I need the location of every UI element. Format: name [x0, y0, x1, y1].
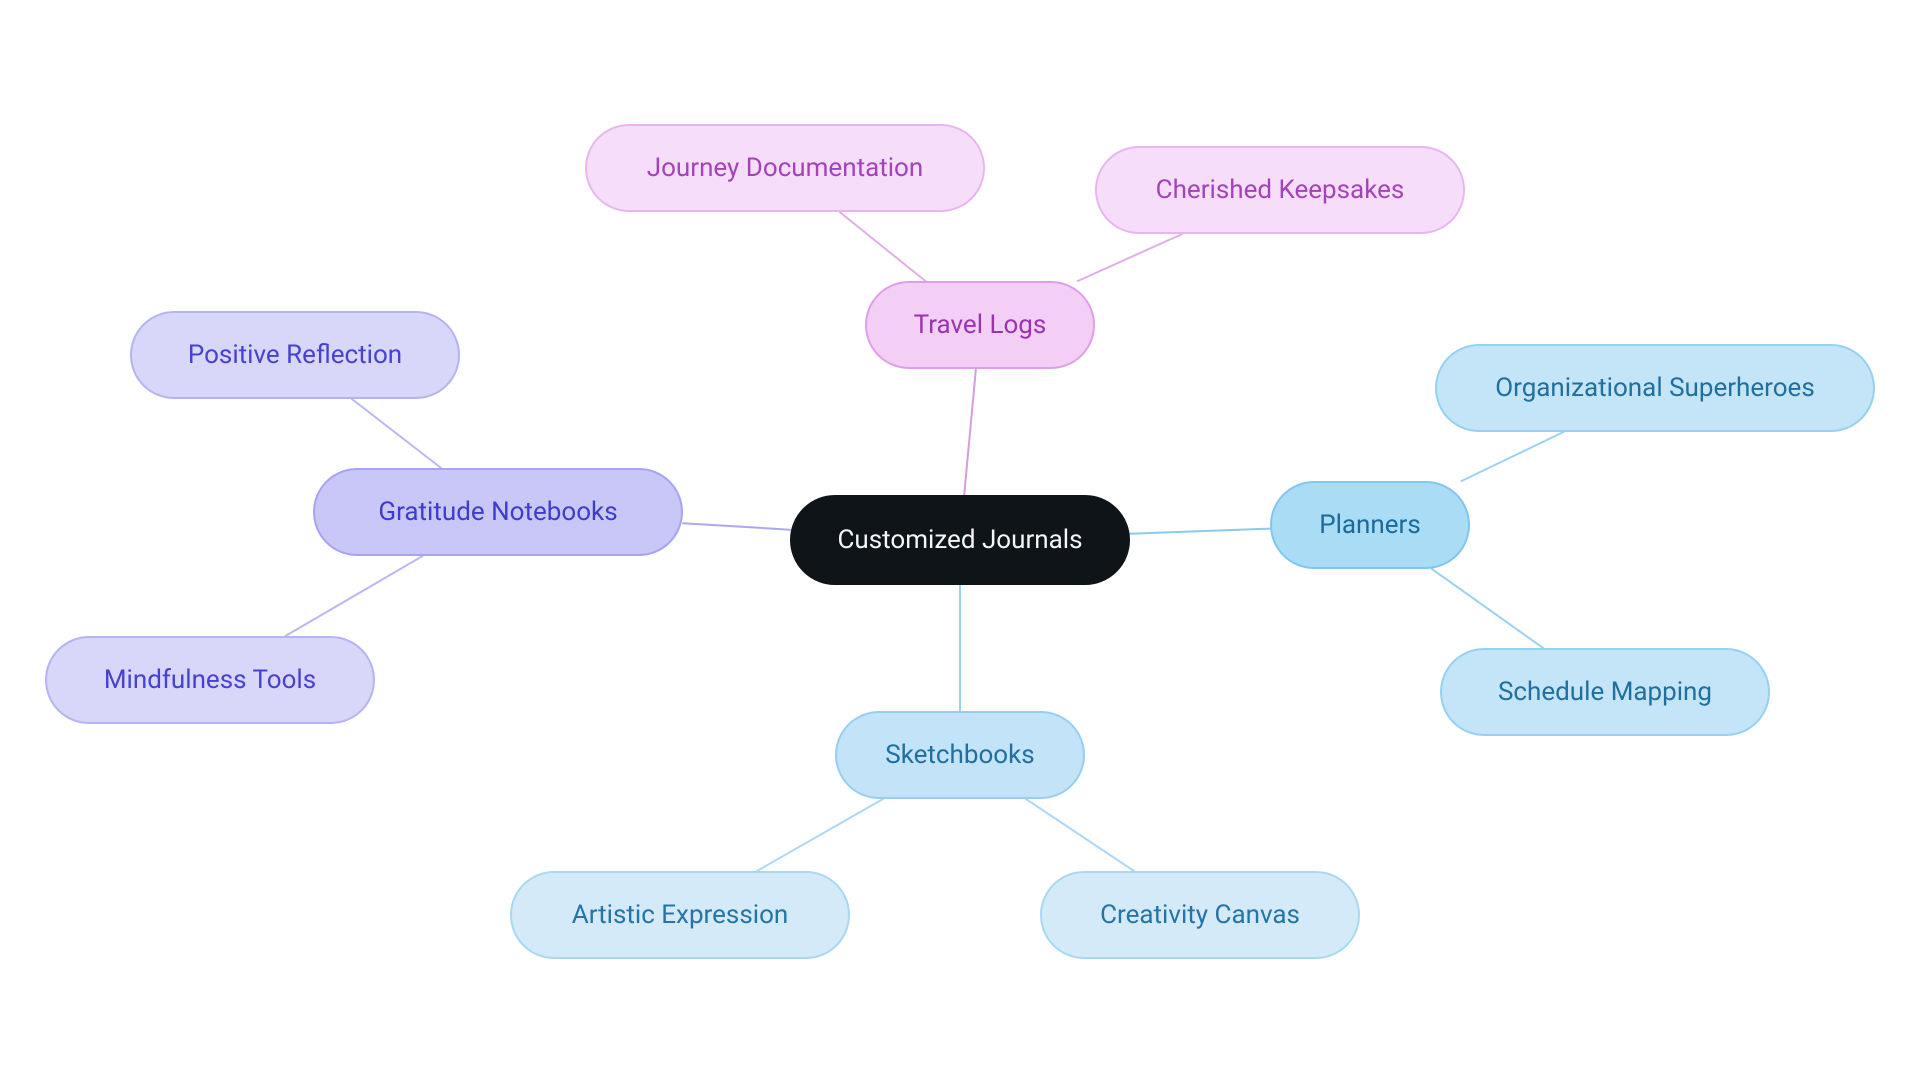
node-label: Positive Reflection [188, 340, 402, 370]
node-org: Organizational Superheroes [1435, 344, 1875, 432]
node-sketch: Sketchbooks [835, 711, 1085, 799]
node-label: Sketchbooks [885, 740, 1034, 770]
node-grat: Gratitude Notebooks [313, 468, 683, 556]
node-creat: Creativity Canvas [1040, 871, 1360, 959]
edge-sketch-art [757, 799, 883, 871]
node-label: Planners [1319, 510, 1421, 540]
node-label: Mindfulness Tools [104, 665, 316, 695]
edge-root-travel [964, 369, 976, 495]
mindmap-canvas: Customized Journals Travel Logs Journey Do… [0, 0, 1920, 1083]
node-label: Travel Logs [914, 310, 1047, 340]
node-label: Artistic Expression [572, 900, 789, 930]
node-keeps: Cherished Keepsakes [1095, 146, 1465, 234]
edge-root-plan [1130, 529, 1270, 534]
edge-grat-mind [285, 556, 422, 636]
node-plan: Planners [1270, 481, 1470, 569]
node-art: Artistic Expression [510, 871, 850, 959]
node-label: Customized Journals [837, 525, 1082, 555]
edge-root-grat [683, 523, 790, 529]
edge-sketch-creat [1026, 799, 1134, 871]
node-sched: Schedule Mapping [1440, 648, 1770, 736]
node-label: Schedule Mapping [1498, 677, 1712, 707]
node-journey: Journey Documentation [585, 124, 985, 212]
node-mind: Mindfulness Tools [45, 636, 375, 724]
node-pos: Positive Reflection [130, 311, 460, 399]
edge-travel-keeps [1078, 234, 1182, 281]
node-label: Cherished Keepsakes [1156, 175, 1405, 205]
node-label: Journey Documentation [647, 153, 924, 183]
node-label: Creativity Canvas [1100, 900, 1300, 930]
node-travel: Travel Logs [865, 281, 1095, 369]
node-label: Gratitude Notebooks [378, 497, 617, 527]
node-label: Organizational Superheroes [1495, 373, 1815, 403]
edge-travel-journey [840, 212, 926, 281]
edge-plan-org [1462, 432, 1564, 481]
edge-grat-pos [352, 399, 441, 468]
edge-plan-sched [1432, 569, 1543, 648]
node-root: Customized Journals [790, 495, 1130, 585]
